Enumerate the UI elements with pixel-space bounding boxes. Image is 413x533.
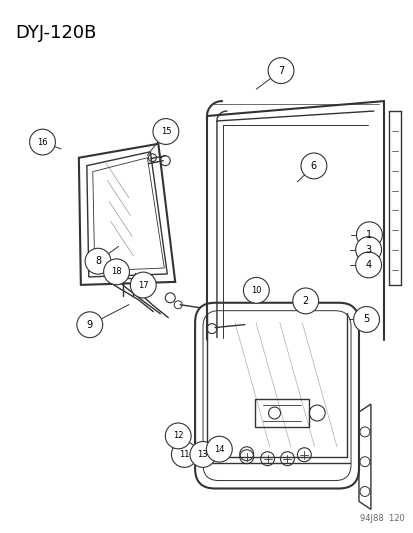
Circle shape	[103, 259, 129, 285]
Circle shape	[353, 306, 379, 333]
Circle shape	[171, 441, 197, 467]
Text: 16: 16	[37, 138, 48, 147]
Text: 15: 15	[160, 127, 171, 136]
Text: 13: 13	[197, 450, 208, 459]
Circle shape	[355, 237, 381, 262]
Circle shape	[268, 58, 293, 84]
Circle shape	[292, 288, 318, 314]
Circle shape	[85, 248, 111, 274]
Text: 5: 5	[363, 314, 369, 325]
Circle shape	[77, 312, 102, 337]
Text: 14: 14	[214, 445, 224, 454]
Circle shape	[130, 272, 156, 298]
Text: 12: 12	[173, 431, 183, 440]
Circle shape	[356, 222, 382, 248]
Circle shape	[243, 277, 268, 303]
Text: 1: 1	[366, 230, 372, 240]
Text: 94J88  120: 94J88 120	[359, 514, 404, 523]
Text: 17: 17	[138, 280, 148, 289]
Text: 11: 11	[179, 450, 189, 459]
Text: 8: 8	[95, 256, 101, 266]
Circle shape	[355, 252, 381, 278]
Circle shape	[206, 436, 232, 462]
Circle shape	[300, 153, 326, 179]
Text: 3: 3	[365, 245, 371, 255]
Text: 4: 4	[365, 260, 371, 270]
Text: 7: 7	[277, 66, 283, 76]
Circle shape	[165, 423, 191, 449]
Text: 9: 9	[87, 320, 93, 330]
Circle shape	[152, 118, 178, 144]
Circle shape	[190, 441, 215, 467]
Text: 6: 6	[310, 161, 316, 171]
Text: 2: 2	[302, 296, 308, 306]
Text: DYJ-120B: DYJ-120B	[15, 23, 97, 42]
Text: 10: 10	[251, 286, 261, 295]
Circle shape	[29, 129, 55, 155]
Text: 18: 18	[111, 267, 121, 276]
